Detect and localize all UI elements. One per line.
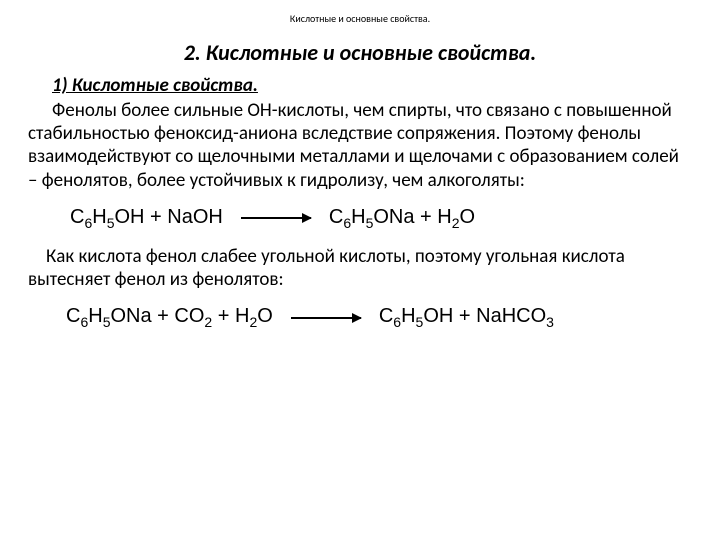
paragraph-1: Фенолы более сильные ОН-кислоты, чем спи… — [28, 99, 692, 192]
section-title: 2. Кислотные и основные свойства. — [28, 39, 692, 66]
arrow-icon — [241, 217, 311, 219]
equation-1: C6H5OH + NaOH C6H5ONa + H2O — [28, 206, 692, 231]
equation-2: C6H5ONa + CO2 + H2O C6H5OH + NaHCO3 — [28, 305, 692, 330]
equation-1-left: C6H5OH + NaOH — [70, 206, 223, 231]
subsection-title: 1) Кислотные свойства. — [28, 74, 692, 97]
equation-1-right: C6H5ONa + H2O — [329, 206, 475, 231]
page-header-small: Кислотные и основные свойства. — [28, 12, 692, 25]
equation-2-left: C6H5ONa + CO2 + H2O — [66, 305, 273, 330]
equation-2-right: C6H5OH + NaHCO3 — [379, 305, 554, 330]
paragraph-2: Как кислота фенол слабее угольной кислот… — [28, 245, 692, 291]
arrow-icon — [291, 317, 361, 319]
